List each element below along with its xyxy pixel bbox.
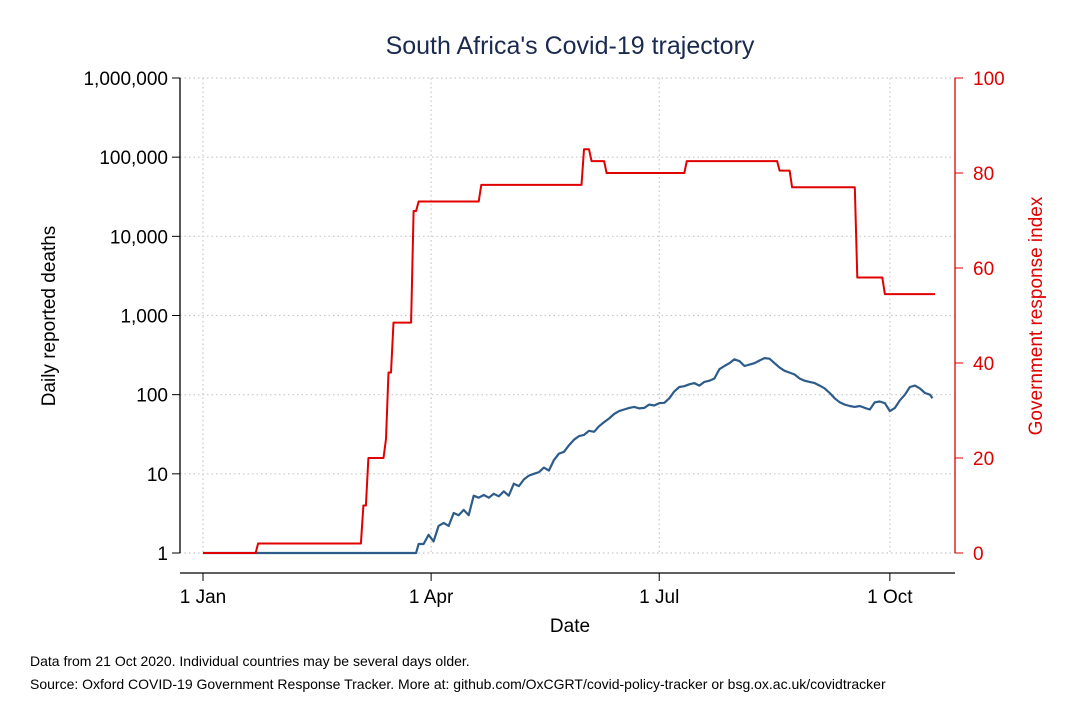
y-left-tick-label: 10,000: [110, 227, 168, 248]
x-axis-label: Date: [550, 616, 590, 637]
y-right-tick-label: 40: [973, 354, 994, 375]
y-left-tick-label: 1,000,000: [83, 69, 168, 90]
y-right-tick-label: 60: [973, 259, 994, 280]
y-left-tick-label: 1: [157, 544, 168, 565]
y-left-tick-label: 10: [147, 465, 168, 486]
y-axis-right-label: Government response index: [1026, 196, 1047, 435]
data-note: Data from 21 Oct 2020. Individual countr…: [30, 653, 470, 669]
chart-title: South Africa's Covid-19 trajectory: [386, 32, 755, 60]
y-left-tick-label: 100,000: [99, 148, 168, 169]
x-tick-label: 1 Jul: [639, 587, 679, 608]
grid: [180, 77, 955, 554]
source-note: Source: Oxford COVID-19 Government Respo…: [30, 676, 886, 692]
series-group: [203, 148, 935, 555]
y-right-tick-label: 20: [973, 449, 994, 470]
series-line-deaths: [203, 357, 934, 555]
y-right-tick-label: 0: [973, 544, 984, 565]
y-right-tick-label: 80: [973, 164, 994, 185]
y-left-tick-label: 100: [136, 386, 168, 407]
x-tick-label: 1 Jan: [180, 587, 226, 608]
series-line-response-index: [203, 148, 935, 554]
y-left-tick-label: 1,000: [120, 307, 168, 328]
x-tick-label: 1 Apr: [409, 587, 454, 608]
y-right-tick-label: 100: [973, 69, 1005, 90]
y-axis-left-label: Daily reported deaths: [39, 226, 60, 407]
axes: 1 10 100 1,000 10,000 100,000 1,000,000 1 Jan 1 …: [83, 69, 1004, 608]
x-tick-label: 1 Oct: [867, 587, 913, 608]
